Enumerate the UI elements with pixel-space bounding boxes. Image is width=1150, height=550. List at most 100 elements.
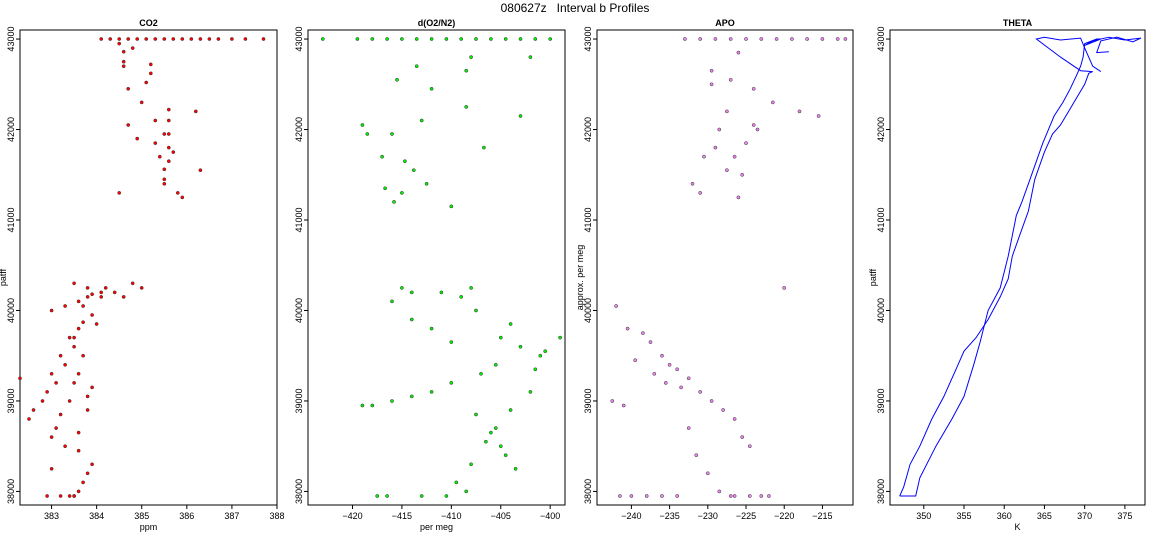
data-point [392, 200, 396, 204]
data-point [449, 340, 454, 344]
data-point [117, 191, 122, 195]
data-point [400, 191, 404, 195]
data-point [189, 37, 194, 41]
data-point [144, 37, 149, 41]
data-point [49, 308, 54, 313]
data-point [479, 371, 483, 376]
data-point [153, 141, 158, 145]
data-point [474, 308, 478, 313]
y-tick-label: 41000 [6, 207, 16, 232]
data-point [782, 286, 787, 290]
data-point [498, 335, 503, 340]
data-point [424, 181, 429, 186]
data-point [148, 62, 153, 67]
data-point [459, 37, 464, 41]
panel-d-o2-n2-: d(O2/N2) −420 −415 −410 −405 −400 38000 39000 40… [294, 18, 566, 532]
data-point [513, 466, 518, 471]
data-point [469, 462, 473, 467]
data-point [705, 471, 710, 476]
data-point [644, 494, 649, 498]
x-tick-label: 384 [89, 511, 104, 521]
data-point [166, 159, 171, 164]
data-point [740, 172, 745, 177]
data-point [767, 494, 771, 498]
data-point [675, 367, 680, 372]
data-point [820, 37, 825, 41]
data-point [675, 494, 680, 498]
y-tick-label: 43000 [6, 27, 16, 52]
data-point [409, 290, 414, 295]
y-tick-label: 38000 [876, 479, 886, 504]
data-point [126, 37, 131, 41]
x-tick-label: 355 [956, 511, 971, 521]
data-point [90, 462, 94, 467]
data-point [58, 412, 63, 417]
data-point [732, 494, 737, 498]
data-point [835, 37, 840, 41]
plot-frame [596, 29, 854, 506]
x-tick-label: 387 [224, 511, 239, 521]
data-point [157, 154, 162, 159]
x-tick-label: −400 [540, 511, 560, 521]
x-tick-label: 360 [997, 511, 1012, 521]
data-point [63, 444, 67, 449]
data-point [751, 86, 756, 91]
data-point [180, 37, 185, 41]
x-tick-label: 383 [44, 511, 59, 521]
data-point [728, 77, 733, 82]
data-point [686, 426, 691, 430]
data-point [805, 37, 809, 41]
x-tick-label: −420 [342, 511, 362, 521]
panel-theta: THETA 350 355 360 365 370 375 38000 39000 40000 41… [868, 18, 1146, 532]
data-point [162, 177, 167, 182]
data-point [85, 394, 90, 399]
data-point [686, 376, 691, 381]
data-point [679, 385, 683, 390]
data-point [717, 489, 722, 494]
data-point [449, 204, 454, 209]
data-point [464, 489, 469, 494]
data-point [99, 37, 104, 41]
data-point [747, 444, 752, 449]
data-point [728, 494, 733, 498]
data-point [58, 353, 63, 358]
data-point [759, 494, 764, 498]
data-point [414, 64, 419, 69]
data-point [144, 80, 149, 85]
series-line-2 [899, 36, 1102, 497]
data-point [713, 145, 718, 150]
plot-frame [889, 29, 1146, 506]
data-point [370, 403, 375, 408]
data-point [648, 340, 653, 344]
data-point [153, 118, 158, 123]
data-point [469, 55, 473, 59]
data-point [207, 37, 212, 41]
data-point [843, 37, 848, 41]
panel-apo: APO −240 −235 −230 −225 −220 −215 38000 39000 400… [575, 18, 854, 521]
y-tick-label: 42000 [583, 117, 593, 142]
y-tick-label: 42000 [6, 117, 16, 142]
data-point [459, 295, 464, 299]
data-point [469, 286, 473, 290]
data-point [243, 37, 248, 41]
data-point [621, 403, 626, 408]
y-tick-label: 42000 [294, 117, 304, 142]
data-point [72, 281, 76, 286]
data-point [117, 37, 122, 41]
data-point [503, 37, 508, 41]
data-point [76, 299, 81, 304]
data-point [27, 417, 31, 421]
y-tick-label: 39000 [294, 388, 304, 413]
data-point [395, 77, 399, 82]
data-point [139, 286, 144, 290]
x-tick-label: −415 [392, 511, 412, 521]
x-tick-label: 365 [1037, 511, 1052, 521]
data-point [732, 154, 737, 159]
x-tick-label: 385 [134, 511, 149, 521]
data-point [162, 181, 167, 186]
data-point [694, 453, 699, 458]
data-point [698, 191, 703, 195]
data-point [360, 403, 365, 408]
data-point [383, 186, 387, 191]
data-point [755, 127, 760, 132]
